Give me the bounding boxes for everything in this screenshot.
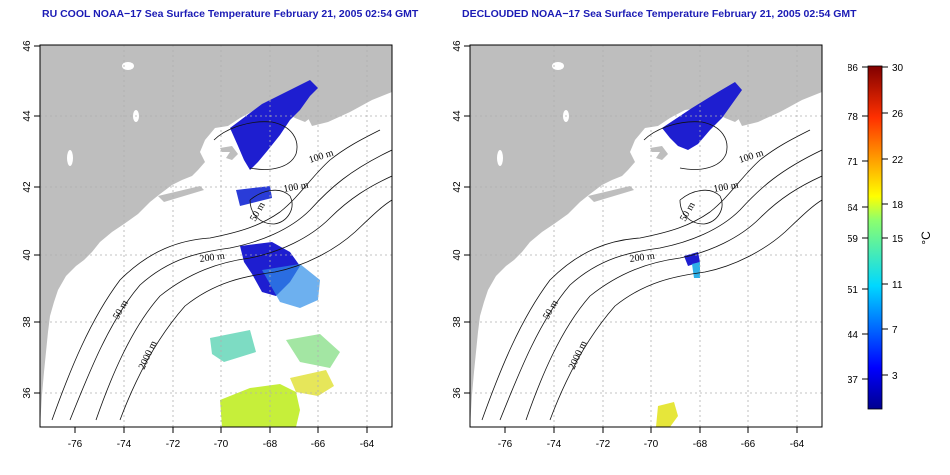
celsius-tick: 26 — [892, 109, 904, 120]
celsius-tick: 18 — [892, 200, 904, 211]
sst-warm-patch — [220, 384, 300, 427]
sst-warm-patch — [656, 402, 678, 427]
contour-2000m — [119, 199, 392, 421]
sst-cool-patch — [262, 264, 320, 308]
lon-tick: -74 — [117, 439, 132, 450]
contour-label: 100 m — [283, 180, 310, 195]
contour-georges — [249, 189, 293, 225]
lat-tick: 38 — [452, 316, 463, 328]
sst-cold-patch — [230, 80, 318, 170]
left-map-title: RU COOL NOAA−17 Sea Surface Temperature … — [42, 8, 419, 20]
land-mass — [40, 45, 392, 427]
lat-tick: 46 — [452, 40, 463, 52]
contour-gulf — [643, 121, 728, 170]
lon-tick: -72 — [166, 439, 181, 450]
fahrenheit-tick: 78 — [848, 112, 858, 123]
sst-cold-patch — [236, 186, 272, 206]
celsius-tick: 7 — [892, 325, 898, 336]
lat-tick: 40 — [452, 249, 463, 261]
lat-tick: 38 — [22, 316, 33, 328]
sst-warm-patch — [290, 370, 334, 396]
left-sst-map: 100 m 100 m 50 m 200 m 50 m 2000 m 36 38… — [22, 40, 393, 450]
lon-tick: -64 — [790, 439, 805, 450]
celsius-tick: 22 — [892, 155, 904, 166]
colorbar-gradient — [867, 65, 883, 410]
lon-tick: -74 — [547, 439, 562, 450]
lake — [552, 62, 564, 70]
contour-label: 200 m — [199, 251, 226, 265]
lat-tick: 36 — [452, 387, 463, 399]
cape-cod — [650, 146, 668, 160]
sst-mild-patch — [210, 330, 256, 362]
contour-2000m — [549, 199, 822, 421]
cape-cod — [220, 146, 238, 160]
contour-label: 200 m — [629, 251, 656, 265]
contour-200m — [95, 175, 392, 421]
lat-tick: 42 — [452, 181, 463, 193]
long-island — [588, 186, 634, 202]
fahrenheit-tick: 51 — [848, 285, 858, 296]
fahrenheit-tick: 44 — [848, 330, 858, 341]
lake — [497, 150, 503, 166]
nova-scotia — [730, 56, 822, 126]
lon-tick: -66 — [741, 439, 756, 450]
nova-scotia — [300, 56, 392, 126]
map-frame — [39, 44, 393, 428]
celsius-unit-label: °C — [919, 231, 933, 245]
sst-mild-patch — [286, 334, 340, 368]
fahrenheit-tick: 86 — [848, 63, 858, 74]
right-map-title: DECLOUDED NOAA−17 Sea Surface Temperatur… — [462, 8, 857, 20]
lat-tick: 42 — [22, 181, 33, 193]
lat-tick: 40 — [22, 249, 33, 261]
contour-200m — [525, 175, 822, 421]
sst-cold-patch — [684, 252, 700, 266]
long-island — [158, 186, 204, 202]
celsius-tick: 3 — [892, 371, 898, 382]
lon-tick: -70 — [644, 439, 659, 450]
fahrenheit-tick: 59 — [848, 234, 858, 245]
lon-tick: -76 — [498, 439, 513, 450]
celsius-tick: 11 — [892, 280, 903, 291]
lat-tick: 46 — [22, 40, 33, 52]
contour-50m — [51, 129, 381, 421]
celsius-tick: 30 — [892, 63, 904, 74]
fahrenheit-tick: 64 — [848, 203, 858, 214]
fahrenheit-tick: 71 — [848, 157, 858, 168]
lat-tick: 44 — [22, 110, 33, 122]
lake — [67, 150, 73, 166]
lon-tick: -66 — [311, 439, 326, 450]
map-frame — [469, 44, 823, 428]
lon-tick: -76 — [68, 439, 83, 450]
contour-label: 100 m — [713, 180, 740, 195]
lon-tick: -68 — [263, 439, 278, 450]
contour-50m — [481, 129, 811, 421]
right-sst-map: 100 m 100 m 50 m 200 m 50 m 2000 m 36 38… — [452, 40, 823, 450]
lake — [122, 62, 134, 70]
lat-tick: 36 — [22, 387, 33, 399]
contour-georges — [679, 189, 723, 225]
lon-tick: -72 — [596, 439, 611, 450]
contour-100m — [69, 149, 392, 421]
fahrenheit-tick: 37 — [848, 375, 858, 386]
lon-tick: -68 — [693, 439, 708, 450]
contour-gulf — [213, 121, 298, 170]
celsius-tick: 15 — [892, 234, 904, 245]
contour-100m — [499, 149, 822, 421]
lat-tick: 44 — [452, 110, 463, 122]
lon-tick: -70 — [214, 439, 229, 450]
land-mass — [470, 45, 822, 427]
lon-tick: -64 — [360, 439, 375, 450]
temperature-colorbar: 86 78 71 64 59 51 44 37 30 26 22 18 15 1… — [848, 63, 933, 410]
